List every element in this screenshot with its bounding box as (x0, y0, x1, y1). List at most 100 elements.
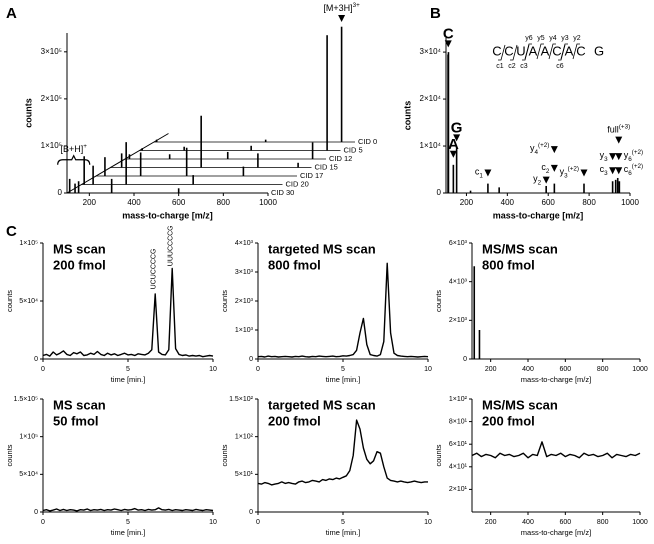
annotation: G (451, 119, 463, 136)
marker-triangle (615, 136, 623, 144)
chart-subtitle: 200 fmol (53, 257, 106, 272)
marker-triangle (550, 164, 558, 172)
y-tick-label: 0 (58, 188, 63, 197)
y-axis-label: counts (220, 444, 229, 466)
x-axis-label: time [min.] (326, 528, 361, 537)
y-tick-label: 5×10¹ (235, 471, 254, 478)
cleavage-mark (548, 43, 556, 60)
chart-title: targeted MS scan (268, 241, 376, 256)
y-tick-label: 5×10⁴ (19, 471, 38, 478)
x-tick-label: 400 (522, 519, 534, 526)
sequence-letter: A (541, 43, 550, 58)
marker-triangle (609, 167, 617, 175)
y-tick-label: 2×10⁴ (420, 94, 442, 103)
annotation: C (443, 25, 454, 42)
chart-title: MS/MS scan (482, 397, 558, 412)
annotation-sub: 4 (534, 149, 538, 156)
annotation-sub: 2 (538, 179, 542, 186)
y-tick-label: 0 (249, 509, 253, 516)
sequence-letter: C (492, 43, 501, 58)
annotation-text: y (533, 174, 538, 184)
x-tick-label: 5 (126, 519, 130, 526)
x-axis-label: mass-to-charge [m/z] (521, 375, 591, 384)
x-tick-label: 600 (559, 366, 571, 373)
marker-triangle (338, 15, 346, 22)
depth-axis (66, 133, 169, 194)
annotation-sub: 1 (479, 172, 483, 179)
annotation-sub: 3 (604, 170, 608, 177)
x-tick-label: 600 (542, 198, 556, 207)
series-label: CID 12 (329, 154, 352, 163)
annotation-text: A (448, 136, 459, 153)
chart-subtitle: 800 fmol (268, 257, 321, 272)
y-tick-label: 4×10³ (235, 240, 254, 247)
x-axis-label: time [min.] (111, 528, 146, 537)
marker-triangle (453, 134, 461, 142)
annotation-sup: (+2) (632, 163, 643, 170)
x-axis-label: time [min.] (326, 375, 361, 384)
annotation-text: C (443, 25, 454, 42)
annotation: c6(+2) (624, 163, 643, 177)
x-tick-label: 0 (41, 366, 45, 373)
y-axis-label: counts (434, 444, 443, 466)
annotation: y6(+2) (624, 149, 643, 163)
marker-triangle (609, 153, 617, 161)
annotation-text: [M+3H] (323, 3, 352, 13)
y-tick-label: 1×10² (235, 434, 254, 441)
x-tick-label: 1000 (621, 198, 639, 207)
series-label: CID 5 (344, 145, 363, 154)
x-tick-label: 800 (597, 519, 609, 526)
marker-triangle (444, 40, 452, 48)
y-tick-label: 3×10⁵ (41, 47, 62, 56)
y-tick-label: 0 (34, 509, 38, 516)
annotation-text: y (530, 143, 535, 153)
annotation-sup: + (83, 142, 87, 149)
cleavage-mark (536, 43, 544, 60)
chart-title: targeted MS scan (268, 397, 376, 412)
y-tick-label: 1.5×10² (229, 396, 254, 403)
sequence-letter: A (529, 43, 538, 58)
y-tick-label: 0 (463, 356, 467, 363)
x-tick-label: 200 (485, 519, 497, 526)
fragment-label: c3 (520, 63, 528, 70)
y-tick-label: 1×10⁴ (420, 141, 442, 150)
cleavage-mark (572, 43, 580, 60)
y-axis-label: counts (402, 101, 412, 131)
sequence-letter: G (594, 43, 604, 58)
annotation-sub: 3 (604, 156, 608, 163)
annotation-text: y (600, 150, 605, 160)
panel-label: A (6, 5, 17, 22)
marker-brace (57, 154, 91, 165)
x-tick-label: 5 (126, 366, 130, 373)
annotation-text: [B+H] (60, 144, 83, 154)
line (257, 419, 428, 486)
peak-label: UUUCCCCG (167, 225, 174, 266)
y-tick-label: 1×10⁵ (41, 141, 62, 150)
annotation: [M+3H]3+ (323, 2, 360, 14)
x-tick-label: 10 (424, 519, 432, 526)
annotation-sup: (+3) (619, 123, 630, 130)
y-tick-label: 2×10¹ (449, 486, 468, 493)
fragment-label: y4 (549, 35, 557, 42)
annotation-text: y (560, 167, 565, 177)
y-tick-label: 5×10⁴ (19, 298, 38, 305)
x-axis-label: mass-to-charge [m/z] (521, 528, 591, 537)
annotation-sub: 3 (564, 172, 568, 179)
marker-triangle (615, 153, 623, 161)
line (471, 441, 641, 459)
annotation-sup: (+2) (632, 149, 643, 156)
annotation-sup: 3+ (353, 2, 361, 9)
fragment-label: y6 (525, 35, 533, 42)
x-tick-label: 400 (501, 198, 515, 207)
x-tick-label: 10 (209, 519, 217, 526)
chart-title: MS/MS scan (482, 241, 558, 256)
x-tick-label: 800 (217, 198, 231, 207)
peak-label: UCUCCCCG (150, 249, 157, 290)
chart-subtitle: 200 fmol (268, 413, 321, 428)
panel-label: B (430, 5, 441, 22)
y-axis-label: counts (5, 444, 14, 466)
x-tick-label: 1000 (632, 366, 648, 373)
fragment-label: c6 (556, 63, 564, 70)
sequence-letter: U (516, 43, 525, 58)
